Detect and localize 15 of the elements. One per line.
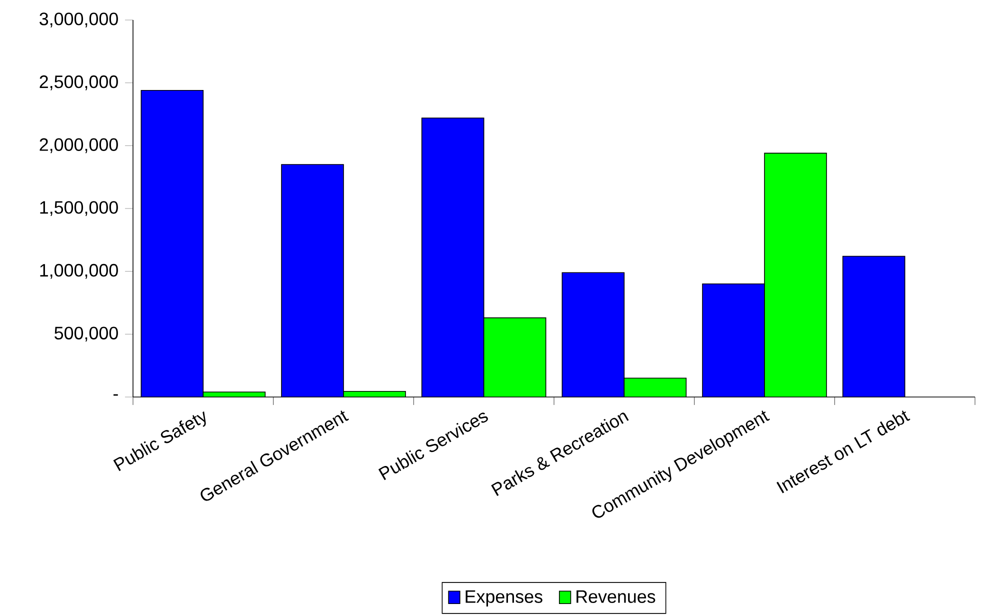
legend-label: Revenues bbox=[576, 590, 656, 603]
bar bbox=[282, 164, 344, 397]
y-tick-label: - bbox=[113, 394, 118, 396]
bar bbox=[702, 284, 764, 397]
bar bbox=[842, 256, 906, 397]
bar bbox=[562, 272, 624, 397]
y-tick-label: 2,500,000 bbox=[40, 75, 118, 90]
y-tick-label: 2,000,000 bbox=[40, 138, 118, 154]
bar bbox=[422, 118, 484, 397]
y-tick-label: 1,000,000 bbox=[40, 264, 118, 279]
y-tick-label: 3,000,000 bbox=[40, 12, 118, 28]
bar bbox=[141, 90, 204, 397]
y-tick-label: 500,000 bbox=[54, 326, 118, 342]
y-tick-label: 1,500,000 bbox=[40, 201, 118, 216]
legend-label: Expenses bbox=[466, 590, 542, 606]
